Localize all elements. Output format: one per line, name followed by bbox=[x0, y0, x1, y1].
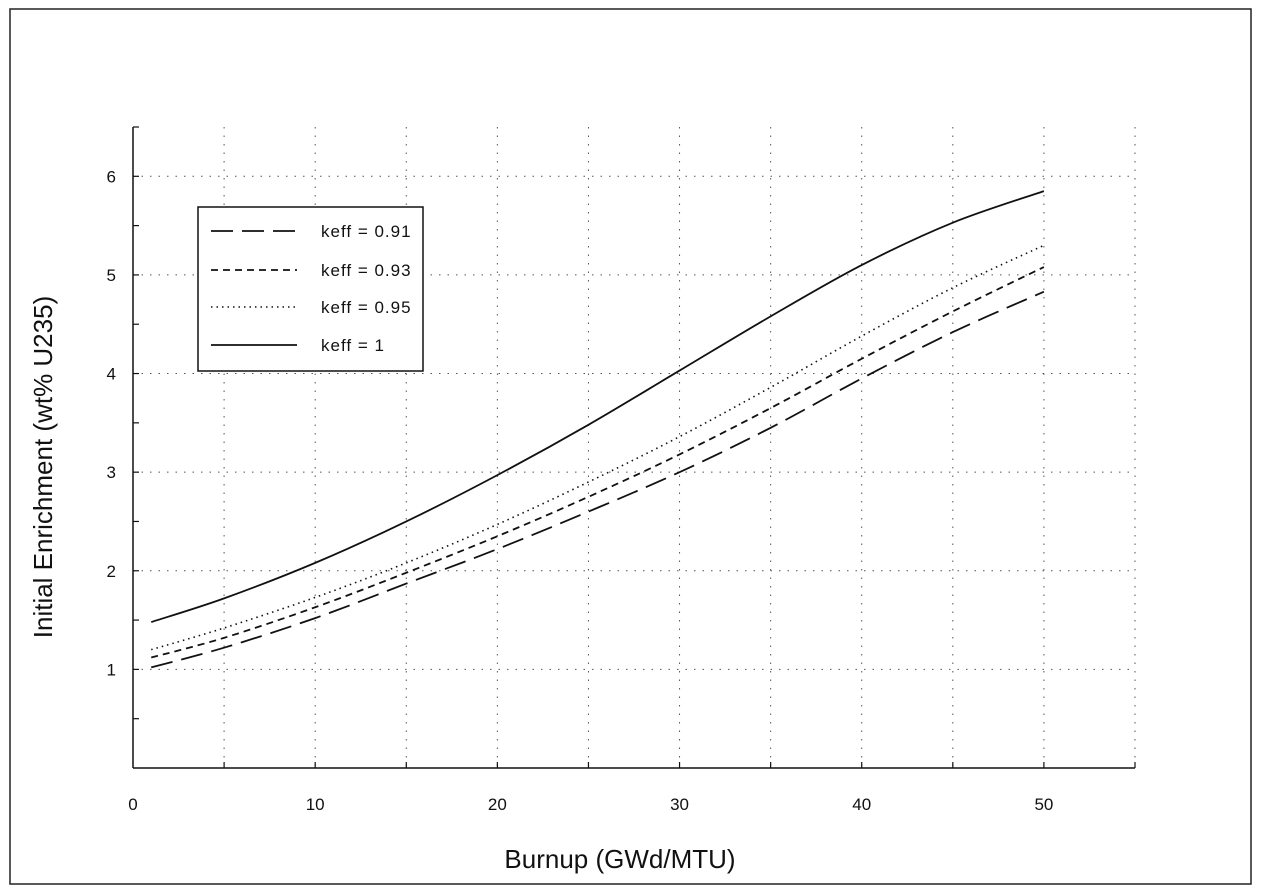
y-tick-label: 4 bbox=[107, 365, 116, 384]
x-tick-label: 0 bbox=[128, 795, 137, 814]
y-tick-label: 5 bbox=[107, 266, 116, 285]
y-tick-label: 6 bbox=[107, 167, 116, 186]
series-layer bbox=[150, 190, 1045, 669]
legend-label-0: keff = 0.91 bbox=[321, 222, 412, 241]
y-tick-label: 1 bbox=[107, 660, 116, 679]
x-tick-label: 50 bbox=[1034, 795, 1053, 814]
y-tick-label: 2 bbox=[107, 562, 116, 581]
series-line-2 bbox=[150, 244, 1045, 651]
x-tick-label: 40 bbox=[852, 795, 871, 814]
figure-border bbox=[9, 8, 1252, 885]
series-line-3 bbox=[150, 190, 1045, 623]
y-axis-title: Initial Enrichment (wt% U235) bbox=[28, 296, 58, 638]
series-line-0 bbox=[150, 290, 1045, 669]
x-tick-label: 30 bbox=[670, 795, 689, 814]
x-axis-title: Burnup (GWd/MTU) bbox=[504, 844, 735, 874]
legend-label-2: keff = 0.95 bbox=[321, 298, 412, 317]
legend-box bbox=[197, 206, 424, 372]
y-tick-label: 3 bbox=[107, 463, 116, 482]
legend: keff = 0.91 keff = 0.93 keff = 0.95 keff = … bbox=[197, 206, 424, 372]
x-tick-label: 20 bbox=[488, 795, 507, 814]
x-tick-label: 10 bbox=[306, 795, 325, 814]
series-line-1 bbox=[150, 266, 1045, 659]
legend-entries: keff = 0.91 keff = 0.93 keff = 0.95 keff = … bbox=[211, 222, 412, 355]
legend-label-1: keff = 0.93 bbox=[321, 261, 412, 280]
axis-layer bbox=[132, 126, 1136, 769]
tick-label-layer: 0 10 20 30 40 50 1 2 3 4 5 6 bbox=[107, 167, 1054, 814]
legend-label-3: keff = 1 bbox=[321, 336, 385, 355]
